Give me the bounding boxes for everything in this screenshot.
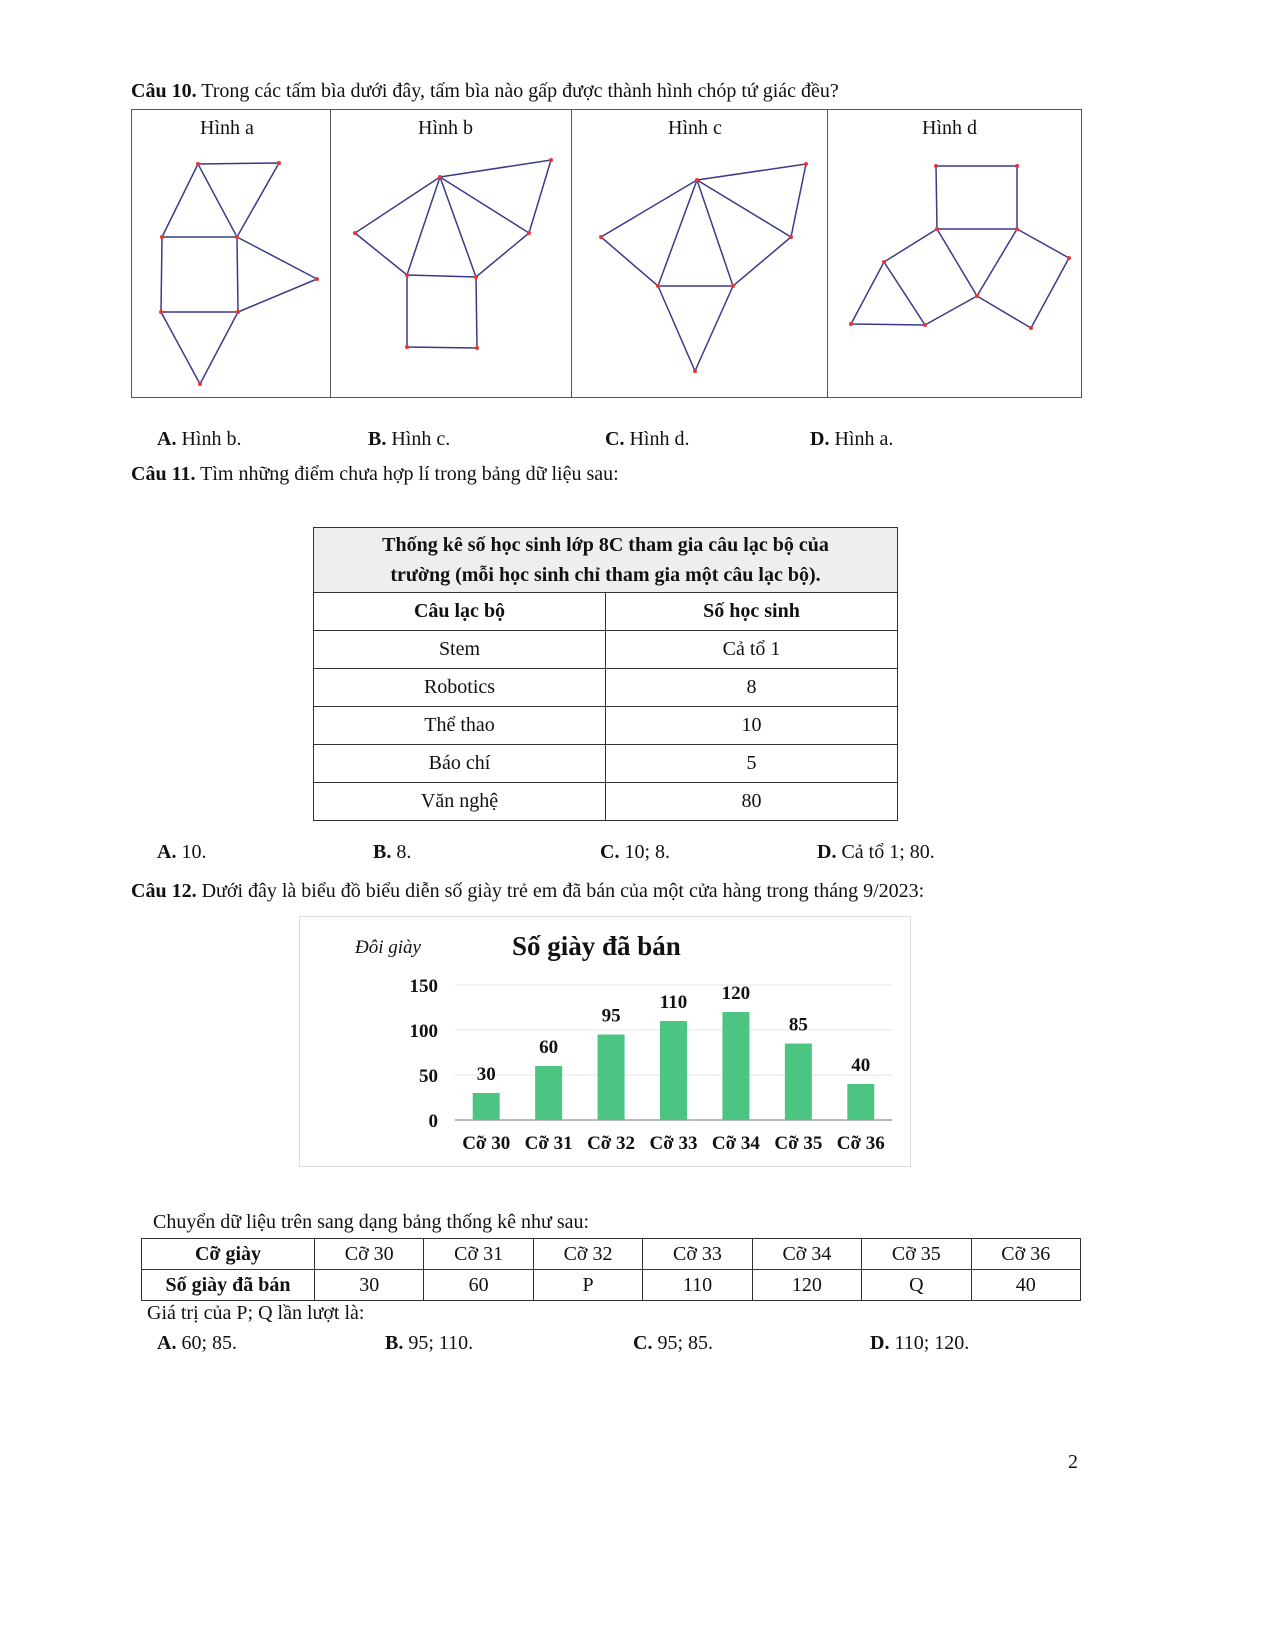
table-row: Văn nghệ 80 — [313, 782, 898, 821]
x-tick-label: Cỡ 35 — [774, 1133, 822, 1154]
q11-stem: Câu 11. Tìm những điểm chưa hợp lí trong… — [131, 463, 619, 485]
data-label: 120 — [722, 983, 751, 1004]
bar — [847, 1084, 875, 1120]
q11-option-c[interactable]: C. 10; 8. — [600, 841, 671, 863]
q11-option-b[interactable]: B. 8. — [373, 841, 412, 863]
bar — [722, 1012, 750, 1120]
figure-d-label: Hình d — [922, 117, 977, 139]
figure-c-label: Hình c — [668, 117, 722, 139]
figures-box — [131, 109, 1082, 398]
y-tick-label: 150 — [410, 976, 439, 997]
data-label: 110 — [660, 992, 687, 1013]
table-row: Thể thao 10 — [313, 706, 898, 745]
q11-option-a[interactable]: A. 10. — [157, 841, 207, 863]
q10-option-c[interactable]: C. Hình d. — [605, 428, 690, 450]
q12-question: Giá trị của P; Q lần lượt là: — [147, 1302, 365, 1324]
divider — [571, 109, 572, 397]
x-tick-label: Cỡ 33 — [650, 1133, 698, 1154]
table-row: Stem Cả tổ 1 — [313, 630, 898, 669]
data-label: 95 — [602, 1006, 621, 1027]
x-tick-label: Cỡ 36 — [837, 1133, 885, 1154]
data-label: 30 — [477, 1064, 496, 1085]
data-label: 40 — [851, 1055, 870, 1076]
net-figure-c — [599, 163, 807, 373]
q12-option-b[interactable]: B. 95; 110. — [385, 1332, 474, 1354]
bar — [784, 1043, 812, 1120]
y-tick-label: 0 — [429, 1111, 439, 1132]
q10-option-a[interactable]: A. Hình b. — [157, 428, 242, 450]
figure-b-label: Hình b — [418, 117, 473, 139]
bar — [597, 1034, 625, 1120]
data-label: 60 — [539, 1037, 558, 1058]
q10-option-d[interactable]: D. Hình a. — [810, 428, 894, 450]
divider — [330, 109, 331, 397]
bar — [535, 1066, 563, 1120]
x-tick-label: Cỡ 31 — [525, 1133, 573, 1154]
x-tick-label: Cỡ 34 — [712, 1133, 760, 1154]
bar-chart: 0 50 100 150 30 Cỡ 30 60 Cỡ 31 95 Cỡ 32 110 Cỡ 33 12… — [410, 976, 892, 1154]
x-tick-label: Cỡ 32 — [587, 1133, 635, 1154]
q11-option-d[interactable]: D. Cả tổ 1; 80. — [817, 841, 935, 863]
figure-a-label: Hình a — [200, 117, 254, 139]
y-tick-label: 100 — [410, 1021, 439, 1042]
q12-stem: Câu 12. Dưới đây là biểu đồ biểu diễn số… — [131, 880, 925, 902]
x-tick-label: Cỡ 30 — [462, 1133, 510, 1154]
pyramid-nets — [159, 158, 1071, 386]
q12-option-a[interactable]: A. 60; 85. — [157, 1332, 238, 1354]
shoe-table: Cỡ giày Cỡ 30 Cỡ 31 Cỡ 32 Cỡ 33 Cỡ 34 Cỡ 35 Cỡ… — [141, 1238, 1082, 1301]
q10-stem: Câu 10. Trong các tấm bìa dưới đây, tấm … — [131, 80, 839, 103]
bar — [472, 1093, 500, 1120]
chart-title: Số giày đã bán — [512, 931, 681, 961]
page-number: 2 — [1068, 1451, 1078, 1473]
q12-convert-text: Chuyển dữ liệu trên sang dạng bảng thống… — [153, 1211, 590, 1233]
club-table: Thống kê số học sinh lớp 8C tham gia câu… — [313, 527, 898, 821]
chart-frame — [299, 916, 911, 1167]
q10-text: Trong các tấm bìa dưới đây, tấm bìa nào … — [201, 80, 839, 102]
q10-label: Câu 10. — [131, 80, 197, 102]
club-table-title: Thống kê số học sinh lớp 8C tham gia câu… — [313, 527, 898, 593]
table-row: Báo chí 5 — [313, 744, 898, 783]
net-vertices — [159, 158, 1071, 386]
table-row: Robotics 8 — [313, 668, 898, 707]
chart-ylabel: Đôi giày — [355, 937, 421, 958]
q12-option-c[interactable]: C. 95; 85. — [633, 1332, 714, 1354]
q12-option-d[interactable]: D. 110; 120. — [870, 1332, 970, 1354]
q10-option-b[interactable]: B. Hình c. — [368, 428, 451, 450]
header-students: Số học sinh — [605, 592, 898, 631]
divider — [827, 109, 828, 397]
y-tick-label: 50 — [419, 1066, 438, 1087]
bar — [660, 1021, 687, 1120]
data-label: 85 — [789, 1015, 808, 1036]
